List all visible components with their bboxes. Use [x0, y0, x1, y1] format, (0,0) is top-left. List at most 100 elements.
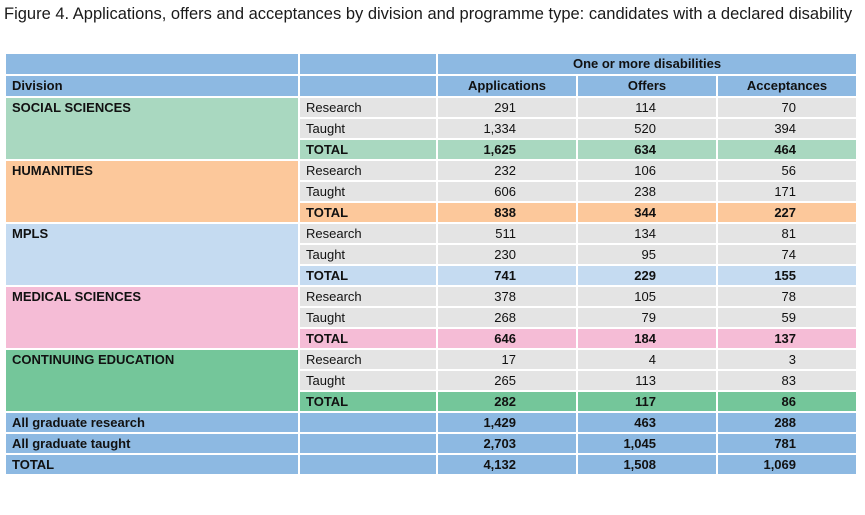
- applications-value: 1,429: [436, 411, 578, 434]
- summary-row: All graduate taught 2,703 1,045 781: [4, 432, 859, 455]
- acceptances-value: 83: [715, 369, 859, 392]
- programme-type: Research: [298, 348, 438, 371]
- programme-type: Taught: [298, 369, 438, 392]
- applications-value: 1,625: [436, 138, 578, 161]
- offers-value: 229: [576, 264, 718, 287]
- acceptances-value: 56: [715, 159, 859, 182]
- header-acceptances: Acceptances: [715, 74, 859, 98]
- acceptances-value: 74: [715, 243, 859, 266]
- offers-value: 113: [576, 369, 718, 392]
- summary-label: TOTAL: [4, 453, 300, 476]
- table-row: Taught 265 113 83: [5, 369, 859, 392]
- applications-value: 4,132: [436, 453, 578, 476]
- applications-value: 1,334: [436, 117, 578, 140]
- summary-blank: [298, 411, 438, 434]
- offers-value: 238: [576, 180, 718, 203]
- applications-value: 646: [436, 327, 578, 350]
- applications-value: 511: [436, 222, 578, 245]
- applications-value: 282: [436, 390, 578, 413]
- programme-type: TOTAL: [298, 138, 438, 161]
- division-name: CONTINUING EDUCATION: [4, 348, 300, 413]
- table-row: Taught 230 95 74: [5, 243, 859, 266]
- applications-value: 606: [436, 180, 578, 203]
- offers-value: 184: [576, 327, 718, 350]
- table-row: CONTINUING EDUCATION Research 17 4 3: [4, 348, 859, 413]
- acceptances-value: 288: [715, 411, 859, 434]
- table-row: TOTAL 741 229 155: [5, 264, 859, 287]
- offers-value: 79: [576, 306, 718, 329]
- acceptances-value: 1,069: [715, 453, 859, 476]
- programme-type: Taught: [298, 117, 438, 140]
- acceptances-value: 464: [715, 138, 859, 161]
- acceptances-value: 155: [715, 264, 859, 287]
- offers-value: 463: [576, 411, 718, 434]
- applications-value: 268: [436, 306, 578, 329]
- table-body: SOCIAL SCIENCES Research 291 114 70 Taught 1,3…: [4, 96, 859, 476]
- applications-value: 2,703: [436, 432, 578, 455]
- offers-value: 1,045: [576, 432, 718, 455]
- summary-row: TOTAL 4,132 1,508 1,069: [4, 453, 859, 476]
- programme-type: Research: [298, 159, 438, 182]
- offers-value: 520: [576, 117, 718, 140]
- header-offers: Offers: [576, 74, 718, 98]
- division-name: MPLS: [4, 222, 300, 287]
- summary-row: All graduate research 1,429 463 288: [4, 411, 859, 434]
- offers-value: 105: [576, 285, 718, 308]
- division-name: MEDICAL SCIENCES: [4, 285, 300, 350]
- table-row: TOTAL 646 184 137: [5, 327, 859, 350]
- applications-value: 838: [436, 201, 578, 224]
- programme-type: TOTAL: [298, 390, 438, 413]
- acceptances-value: 3: [715, 348, 859, 371]
- offers-value: 4: [576, 348, 718, 371]
- table-row: Taught 606 238 171: [5, 180, 859, 203]
- header-group-label: One or more disabilities: [435, 52, 859, 76]
- header-blank: [298, 74, 438, 98]
- acceptances-value: 137: [715, 327, 859, 350]
- acceptances-value: 227: [715, 201, 859, 224]
- applications-value: 17: [436, 348, 578, 371]
- offers-value: 1,508: [576, 453, 718, 476]
- applications-value: 230: [436, 243, 578, 266]
- table-row: TOTAL 1,625 634 464: [5, 138, 859, 161]
- applications-value: 378: [436, 285, 578, 308]
- table-row: HUMANITIES Research 232 106 56: [4, 159, 859, 224]
- programme-type: Research: [298, 222, 438, 245]
- offers-value: 634: [576, 138, 718, 161]
- header-row-group: One or more disabilities: [4, 52, 859, 76]
- acceptances-value: 59: [715, 306, 859, 329]
- offers-value: 95: [576, 243, 718, 266]
- header-division: Division: [4, 74, 300, 98]
- acceptances-value: 81: [715, 222, 859, 245]
- programme-type: Taught: [298, 180, 438, 203]
- division-name: SOCIAL SCIENCES: [4, 96, 300, 161]
- header-applications: Applications: [436, 74, 578, 98]
- summary-label: All graduate taught: [4, 432, 300, 455]
- offers-value: 344: [576, 201, 718, 224]
- programme-type: Research: [298, 96, 438, 119]
- applications-value: 265: [436, 369, 578, 392]
- header-blank: [298, 52, 438, 76]
- acceptances-value: 781: [715, 432, 859, 455]
- applications-value: 232: [436, 159, 578, 182]
- programme-type: TOTAL: [298, 201, 438, 224]
- header-blank: [4, 52, 300, 76]
- disability-table: One or more disabilities Division Applic…: [4, 52, 859, 476]
- programme-type: Taught: [298, 306, 438, 329]
- table-row: MEDICAL SCIENCES Research 378 105 78: [4, 285, 859, 350]
- offers-value: 134: [576, 222, 718, 245]
- programme-type: Taught: [298, 243, 438, 266]
- offers-value: 114: [576, 96, 718, 119]
- offers-value: 106: [576, 159, 718, 182]
- table-row: TOTAL 838 344 227: [5, 201, 859, 224]
- offers-value: 117: [576, 390, 718, 413]
- table-row: Taught 268 79 59: [5, 306, 859, 329]
- table-row: SOCIAL SCIENCES Research 291 114 70: [4, 96, 859, 161]
- table-row: MPLS Research 511 134 81: [4, 222, 859, 287]
- programme-type: TOTAL: [298, 264, 438, 287]
- acceptances-value: 86: [715, 390, 859, 413]
- acceptances-value: 70: [715, 96, 859, 119]
- programme-type: Research: [298, 285, 438, 308]
- acceptances-value: 394: [715, 117, 859, 140]
- summary-blank: [298, 432, 438, 455]
- figure-title: Figure 4. Applications, offers and accep…: [4, 5, 853, 23]
